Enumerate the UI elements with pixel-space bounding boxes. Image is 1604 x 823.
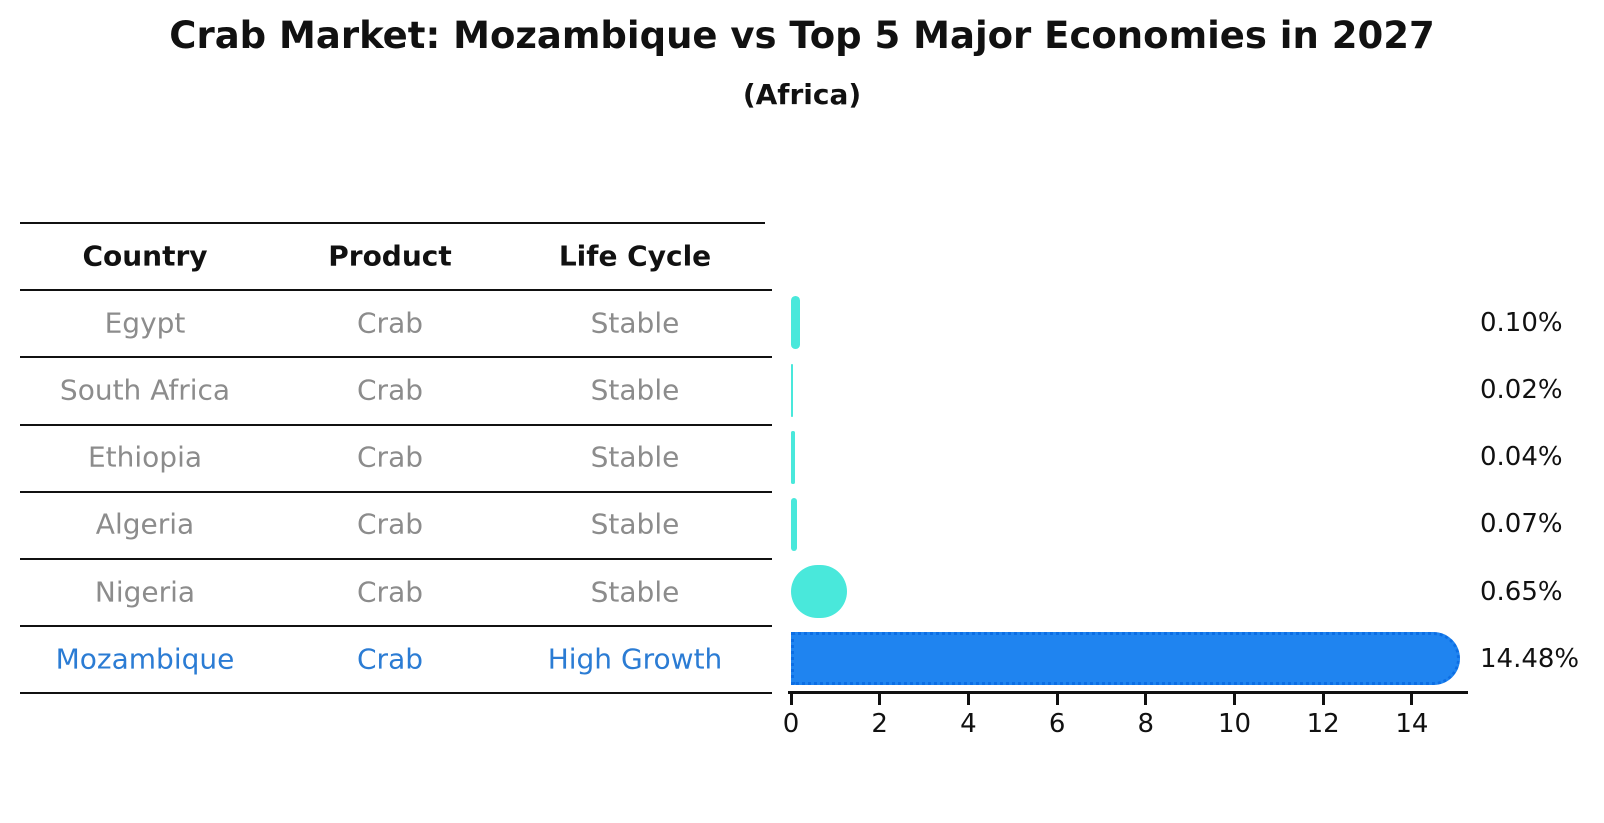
table-row-rule bbox=[20, 356, 765, 359]
table-cell-life_cycle: Stable bbox=[590, 306, 680, 340]
y-axis-tick bbox=[753, 625, 772, 628]
table-row-rule bbox=[20, 490, 765, 493]
y-axis-tick bbox=[753, 289, 772, 292]
x-axis-tick bbox=[1410, 693, 1414, 706]
x-axis-tick bbox=[1321, 693, 1325, 706]
y-axis-tick bbox=[753, 356, 772, 359]
table-header-product: Product bbox=[328, 239, 452, 273]
table-cell-country: Algeria bbox=[95, 507, 195, 541]
y-axis-tick bbox=[753, 692, 772, 695]
table-row-rule bbox=[20, 289, 765, 292]
table-cell-product: Crab bbox=[357, 373, 423, 407]
table-cell-country: Mozambique bbox=[55, 642, 235, 676]
x-axis-tick-label: 4 bbox=[960, 709, 977, 740]
bar-value-label: 14.48% bbox=[1480, 643, 1580, 674]
table-header-life-cycle: Life Cycle bbox=[558, 239, 712, 273]
table-cell-product: Crab bbox=[357, 507, 423, 541]
table-cell-product: Crab bbox=[357, 306, 423, 340]
table-cell-life_cycle: High Growth bbox=[547, 642, 723, 676]
x-axis-tick bbox=[878, 693, 882, 706]
table-top-rule bbox=[20, 222, 765, 224]
table-cell-life_cycle: Stable bbox=[590, 507, 680, 541]
x-axis-tick-label: 12 bbox=[1306, 709, 1340, 740]
bar-value-label: 0.65% bbox=[1480, 576, 1563, 607]
table-cell-product: Crab bbox=[357, 575, 423, 609]
x-axis-tick-label: 0 bbox=[782, 709, 800, 740]
bar-nigeria bbox=[791, 565, 847, 619]
bar-value-label: 0.04% bbox=[1480, 442, 1563, 473]
bar-value-label: 0.10% bbox=[1480, 307, 1563, 338]
x-axis-tick bbox=[966, 693, 970, 706]
x-axis-tick bbox=[1233, 693, 1236, 706]
table-cell-life_cycle: Stable bbox=[590, 575, 680, 609]
x-axis-tick bbox=[789, 693, 793, 706]
table-row-rule bbox=[20, 423, 765, 426]
x-axis-line bbox=[788, 691, 1468, 695]
chart-subtitle: (Africa) bbox=[742, 78, 862, 111]
table-row-rule bbox=[20, 692, 765, 695]
table-cell-product: Crab bbox=[357, 642, 423, 676]
table-cell-country: Ethiopia bbox=[87, 440, 203, 474]
table-cell-country: Nigeria bbox=[94, 575, 196, 609]
y-axis-tick bbox=[753, 490, 772, 493]
bar-value-label: 0.02% bbox=[1480, 375, 1563, 405]
table-cell-country: Egypt bbox=[104, 306, 186, 340]
y-axis-tick bbox=[753, 423, 772, 426]
x-axis-tick-label: 2 bbox=[871, 709, 888, 740]
table-cell-life_cycle: Stable bbox=[590, 373, 680, 407]
bar-egypt bbox=[791, 296, 800, 350]
table-row-rule bbox=[20, 558, 765, 560]
bar-highlight-mozambique bbox=[791, 632, 1461, 686]
table-cell-country: South Africa bbox=[59, 373, 231, 407]
x-axis-tick bbox=[1055, 693, 1059, 706]
x-axis-tick-label: 10 bbox=[1217, 709, 1252, 740]
table-header-country: Country bbox=[82, 239, 208, 273]
x-axis-tick-label: 6 bbox=[1048, 709, 1066, 740]
x-axis-tick-label: 14 bbox=[1395, 709, 1429, 740]
table-row-rule bbox=[20, 625, 765, 628]
table-cell-product: Crab bbox=[357, 440, 423, 474]
chart-title: Crab Market: Mozambique vs Top 5 Major E… bbox=[169, 14, 1435, 57]
x-axis-tick-label: 8 bbox=[1137, 709, 1155, 740]
x-axis-tick bbox=[1144, 693, 1148, 706]
bar-ethiopia bbox=[791, 430, 795, 484]
bar-value-label: 0.07% bbox=[1480, 509, 1563, 540]
table-cell-life_cycle: Stable bbox=[590, 440, 680, 474]
y-axis-tick bbox=[753, 558, 772, 560]
bar-south-africa bbox=[791, 363, 793, 417]
bar-algeria bbox=[791, 497, 798, 551]
